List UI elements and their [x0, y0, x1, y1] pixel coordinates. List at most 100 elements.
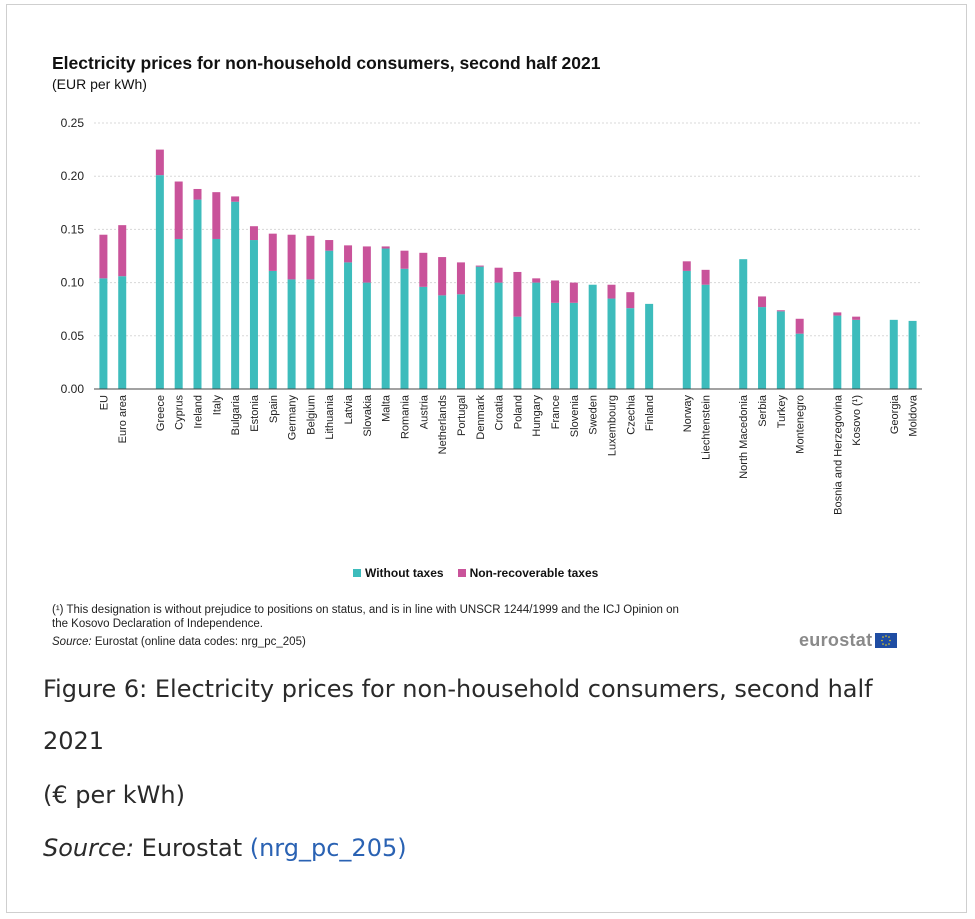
chart-source-label: Source:: [52, 636, 92, 648]
bar-non-recoverable-taxes: [381, 246, 390, 249]
bar-without-taxes: [438, 295, 447, 389]
bar-non-recoverable-taxes: [287, 234, 296, 280]
figure-caption-unit: (€ per kWh): [43, 781, 185, 809]
bar-without-taxes: [249, 240, 258, 389]
chart-source: Source: Eurostat (online data codes: nrg…: [52, 636, 306, 648]
bar-non-recoverable-taxes: [306, 235, 315, 280]
x-tick-label: Georgia: [889, 394, 901, 434]
bar-non-recoverable-taxes: [607, 284, 616, 299]
x-tick-label: Estonia: [249, 394, 261, 432]
bar-non-recoverable-taxes: [118, 225, 127, 277]
x-tick-label: Romania: [400, 394, 412, 439]
bar-non-recoverable-taxes: [551, 280, 560, 303]
x-tick-label: Spain: [268, 395, 280, 423]
legend-label-non-recoverable-taxes: Non-recoverable taxes: [469, 566, 599, 580]
figure-caption-year: 2021: [43, 727, 105, 755]
x-tick-label: Slovakia: [362, 394, 374, 436]
bar-without-taxes: [739, 259, 748, 389]
bar-non-recoverable-taxes: [362, 246, 371, 283]
y-tick-label: 0.25: [61, 116, 85, 130]
bar-non-recoverable-taxes: [626, 292, 635, 309]
bar-without-taxes: [268, 270, 277, 389]
x-tick-label: Czechia: [625, 394, 637, 435]
x-tick-label: Cyprus: [174, 395, 186, 430]
figure-caption-title: Figure 6: Electricity prices for non-hou…: [43, 675, 873, 703]
bar-without-taxes: [306, 279, 315, 389]
y-tick-label: 0.15: [61, 222, 85, 236]
bar-without-taxes: [475, 266, 484, 389]
x-tick-label: Finland: [644, 395, 656, 431]
x-tick-label: France: [550, 395, 562, 429]
bar-non-recoverable-taxes: [494, 267, 503, 283]
bar-without-taxes: [99, 278, 108, 389]
bar-non-recoverable-taxes: [249, 226, 258, 241]
bar-without-taxes: [419, 286, 428, 389]
x-tick-label: Germany: [287, 395, 299, 441]
bar-non-recoverable-taxes: [475, 265, 484, 267]
chart-source-text: Eurostat (online data codes: nrg_pc_205): [91, 636, 306, 648]
chart-area: 0.00 0.05 0.10 0.15 0.20 0.25 EU Euro area Greec…: [61, 116, 922, 515]
bar-without-taxes: [908, 320, 917, 389]
bar-without-taxes: [682, 270, 691, 389]
x-tick-label: Moldova: [908, 394, 920, 436]
bar-without-taxes: [155, 175, 164, 389]
y-tick-label: 0.00: [61, 382, 85, 396]
bar-non-recoverable-taxes: [325, 240, 334, 251]
x-tick-label: Belgium: [305, 395, 317, 435]
bar-non-recoverable-taxes: [701, 269, 710, 285]
y-tick-label: 0.20: [61, 169, 85, 183]
bar-non-recoverable-taxes: [682, 261, 691, 271]
bar-non-recoverable-taxes: [438, 257, 447, 296]
bar-without-taxes: [513, 316, 522, 389]
bar-without-taxes: [569, 302, 578, 389]
x-tick-label: Norway: [682, 395, 694, 433]
legend-item-non-recoverable-taxes: Non-recoverable taxes: [457, 566, 599, 580]
bar-non-recoverable-taxes: [569, 282, 578, 303]
bar-non-recoverable-taxes: [155, 149, 164, 176]
bar-non-recoverable-taxes: [400, 250, 409, 269]
eurostat-logo: eurostat: [799, 630, 898, 651]
bar-non-recoverable-taxes: [532, 278, 541, 283]
x-tick-label: Serbia: [757, 394, 769, 427]
x-tick-label: Italy: [211, 395, 223, 416]
bar-non-recoverable-taxes: [344, 245, 353, 263]
x-tick-label: Greece: [155, 395, 167, 431]
footnote: (¹) This designation is without prejudic…: [52, 604, 679, 630]
figure-frame: [6, 4, 967, 913]
eurostat-logo-text: eurostat: [799, 630, 873, 650]
figure-caption-source: Source: Eurostat (nrg_pc_205): [43, 834, 407, 862]
bar-non-recoverable-taxes: [758, 296, 767, 308]
bar-without-taxes: [588, 284, 597, 389]
bar-without-taxes: [494, 282, 503, 389]
bar-without-taxes: [607, 298, 616, 389]
bar-without-taxes: [231, 201, 240, 389]
source-link[interactable]: (nrg_pc_205): [249, 834, 407, 862]
x-tick-label: Euro area: [117, 394, 129, 443]
bar-without-taxes: [626, 308, 635, 389]
x-tick-label: Bulgaria: [230, 394, 242, 435]
x-tick-label: Denmark: [475, 395, 487, 440]
x-tick-label: EU: [98, 395, 110, 410]
bar-without-taxes: [532, 282, 541, 389]
bar-without-taxes: [400, 268, 409, 389]
chart-legend: Without taxes Non-recoverable taxes: [353, 566, 598, 580]
bar-without-taxes: [889, 319, 898, 389]
bar-without-taxes: [795, 333, 804, 389]
y-tick-label: 0.10: [61, 276, 85, 290]
bar-without-taxes: [456, 294, 465, 389]
x-tick-label: Portugal: [456, 395, 468, 436]
bar-without-taxes: [758, 307, 767, 389]
x-tick-label: Hungary: [531, 395, 543, 437]
legend-label-without-taxes: Without taxes: [365, 566, 444, 580]
bar-without-taxes: [287, 279, 296, 389]
y-tick-label: 0.05: [61, 329, 85, 343]
bar-non-recoverable-taxes: [174, 181, 183, 239]
x-tick-label: Montenegro: [795, 395, 807, 454]
x-tick-label: North Macedonia: [738, 394, 750, 479]
bar-non-recoverable-taxes: [268, 233, 277, 271]
x-tick-label: Slovenia: [569, 394, 581, 437]
x-tick-label: Liechtenstein: [701, 395, 713, 460]
chart-title: Electricity prices for non-household con…: [52, 53, 601, 73]
x-tick-label: Kosovo (¹): [851, 395, 863, 446]
x-tick-label: Sweden: [588, 395, 600, 435]
